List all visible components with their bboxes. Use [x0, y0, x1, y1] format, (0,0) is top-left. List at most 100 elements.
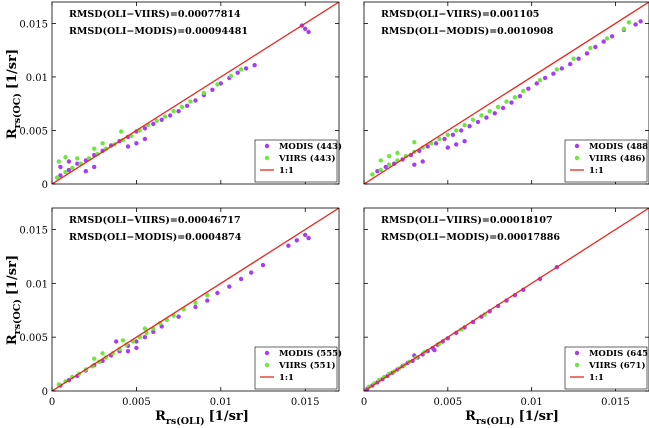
panel-3: 0 0.005 0.01 0.015 0 0.005 0.01 0.015 RMSD(OLI−V… [19, 207, 342, 408]
data-point [462, 139, 467, 144]
one-to-one-line [364, 208, 649, 391]
data-point [459, 128, 464, 133]
data-point [386, 154, 392, 159]
data-point [504, 99, 509, 104]
panel-4: 0 0.005 0.01 0.015 RMSD(OLI−VIIRS)=0.0001810… [361, 207, 649, 408]
legend-label: 1:1 [279, 166, 294, 176]
data-point [551, 71, 556, 76]
data-point [412, 140, 417, 145]
data-point [58, 164, 63, 170]
data-point [420, 159, 425, 164]
x-tick-label: 0 [49, 397, 55, 408]
legend-label: VIIRS (443) [278, 153, 336, 164]
data-point [425, 144, 430, 149]
data-point [114, 339, 119, 344]
data-point [432, 347, 437, 353]
rmsd-annotation: RMSD(OLI−MODIS)=0.0004874 [69, 232, 242, 243]
data-point [609, 34, 615, 39]
data-point [576, 56, 581, 61]
y-tick-label: 0.005 [19, 126, 48, 137]
legend-label: MODIS (443) [279, 141, 342, 152]
data-point [154, 118, 159, 124]
data-point [218, 81, 223, 86]
data-point [168, 113, 173, 118]
data-point [517, 94, 523, 99]
svg-text:Rrs(OC)[1/sr]: Rrs(OC) [1/sr] [5, 49, 23, 139]
y-axis-label-sub: rs(OC) [12, 93, 23, 128]
data-point [450, 132, 456, 137]
data-point [134, 141, 139, 146]
x-axis-label-main: R [465, 409, 476, 424]
data-point [120, 338, 126, 343]
one-to-one-line [52, 208, 339, 391]
rmsd-annotation: RMSD(OLI−MODIS)=0.00017886 [381, 232, 560, 243]
data-point [526, 86, 531, 91]
plot-frame [51, 207, 340, 392]
plot-frame [51, 1, 340, 185]
legend-label: MODIS (555) [279, 348, 342, 359]
data-point [454, 128, 459, 133]
data-point [205, 298, 210, 303]
data-point [601, 39, 606, 44]
data-point [588, 45, 593, 51]
y-tick-label: 0 [42, 180, 48, 191]
x-tick-label: 0.01 [210, 397, 232, 408]
data-point [159, 117, 164, 123]
data-point [151, 329, 156, 334]
data-point [286, 243, 291, 248]
data-point [487, 109, 492, 114]
data-point [75, 156, 80, 161]
data-point [235, 70, 240, 75]
data-point [534, 81, 539, 86]
data-point [638, 19, 643, 24]
y-axis-label-main: R [5, 334, 20, 345]
data-point [228, 73, 234, 79]
legend-label: VIIRS (551) [278, 360, 336, 371]
data-point [193, 300, 198, 305]
data-point [142, 126, 148, 131]
data-point [227, 284, 232, 289]
data-point [378, 158, 383, 163]
x-axis-label-right: Rrs(OLI) [1/sr] [465, 409, 559, 427]
x-axis-label-sub: rs(OLI) [476, 416, 515, 427]
x-axis-label-sub: rs(OLI) [166, 416, 205, 427]
data-point [470, 117, 476, 123]
data-point [509, 100, 514, 105]
data-point [386, 162, 392, 167]
data-point [475, 119, 481, 125]
data-point [193, 98, 198, 103]
data-point [479, 113, 484, 118]
data-point [184, 103, 190, 109]
y-axis-label-bottom: Rrs(OC) [1/sr] [5, 255, 23, 345]
legend-marker-modis [574, 350, 580, 356]
rmsd-annotation: RMSD(OLI−VIIRS)=0.00046717 [69, 215, 241, 226]
y-axis-label-unit: [1/sr] [5, 49, 20, 89]
svg-text:Rrs(OC)[1/sr]: Rrs(OC) [1/sr] [5, 255, 23, 345]
data-point [442, 136, 447, 142]
rmsd-annotation: RMSD(OLI−VIIRS)=0.00077814 [69, 9, 241, 20]
x-tick-label: 0 [361, 397, 367, 408]
data-point [66, 167, 72, 173]
data-point [633, 22, 638, 27]
data-point [512, 95, 518, 100]
legend-box [564, 139, 648, 183]
data-point [193, 304, 198, 310]
one-to-one-line [52, 2, 339, 184]
legend-label: MODIS (488) [589, 141, 649, 152]
data-point [188, 99, 193, 104]
data-point [205, 293, 210, 298]
y-tick-label: 0.015 [19, 19, 48, 30]
data-point [467, 124, 472, 129]
legend-marker-modis [264, 350, 270, 356]
data-point [462, 122, 467, 128]
data-point [119, 129, 124, 134]
data-point [484, 115, 489, 120]
data-point [412, 162, 417, 167]
data-point [215, 290, 220, 296]
data-point [238, 67, 244, 72]
data-layer [52, 2, 339, 184]
data-point [559, 66, 564, 71]
data-point [554, 67, 559, 72]
x-axis-label-main: R [155, 409, 166, 424]
legend-marker-viirs [574, 155, 580, 161]
